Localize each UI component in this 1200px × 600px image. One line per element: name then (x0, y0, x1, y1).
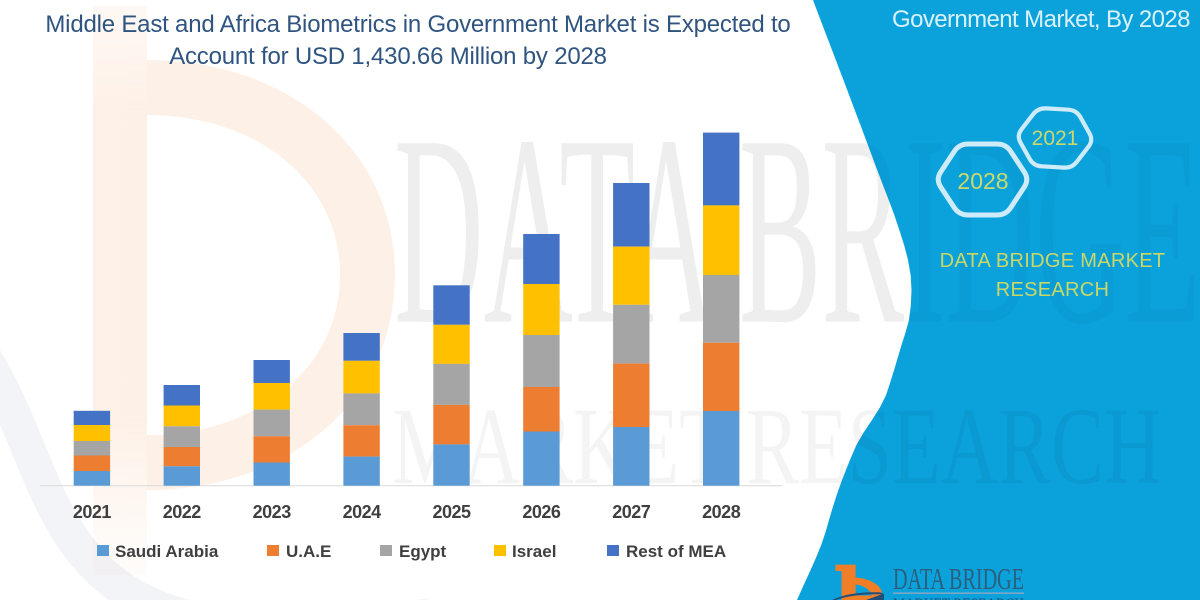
svg-text:DATA BRIDGE: DATA BRIDGE (893, 561, 1024, 596)
svg-text:DATA BRIDGE: DATA BRIDGE (394, 80, 1200, 381)
svg-text:2028: 2028 (957, 168, 1008, 194)
svg-text:MARKET RESEARCH: MARKET RESEARCH (893, 595, 1024, 600)
svg-text:MARKET RESEARCH: MARKET RESEARCH (392, 384, 1162, 507)
svg-text:2021: 2021 (1032, 127, 1079, 150)
